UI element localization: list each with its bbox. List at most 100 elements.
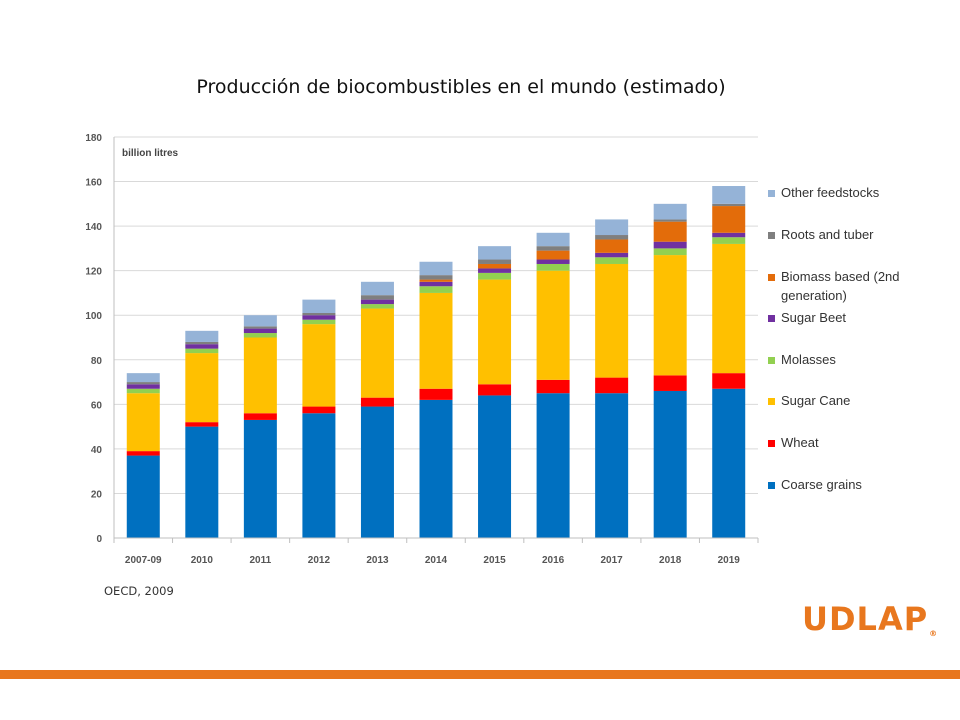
bar-segment: [126, 393, 160, 452]
bar-segment: [478, 259, 512, 264]
x-tick-label: 2019: [718, 555, 741, 566]
bar-segment: [653, 219, 687, 222]
logo-text: UDLAP: [802, 600, 929, 638]
bar-segment: [712, 203, 746, 207]
bar-segment: [243, 419, 277, 538]
legend-label: Biomass based (2nd generation): [781, 269, 900, 303]
bottom-accent-bar: [0, 670, 960, 679]
legend-swatch: [768, 315, 775, 322]
bar-segment: [712, 206, 746, 233]
bar-segment: [536, 379, 570, 394]
bar-segment: [653, 221, 687, 242]
bar-segment: [185, 330, 219, 342]
bar-segment: [478, 279, 512, 385]
bar-segment: [302, 324, 336, 407]
udlap-logo: UDLAP®: [802, 600, 938, 638]
bar-segment: [302, 406, 336, 414]
bar-segment: [302, 315, 336, 320]
y-tick-label: 40: [91, 445, 103, 456]
bar-segment: [243, 328, 277, 334]
legend-swatch: [768, 482, 775, 489]
bar-segment: [360, 295, 394, 300]
y-tick-label: 140: [85, 222, 102, 233]
legend-swatch: [768, 232, 775, 239]
bar-segment: [126, 384, 160, 389]
legend-swatch: [768, 274, 775, 281]
bar-segment: [302, 319, 336, 325]
legend-swatch: [768, 357, 775, 364]
bar-segment: [243, 337, 277, 414]
bar-segment: [595, 377, 629, 394]
y-tick-label: 80: [91, 356, 103, 367]
bars-layer: [126, 186, 746, 538]
bar-segment: [185, 353, 219, 423]
legend-label: Wheat: [781, 435, 819, 450]
bar-segment: [185, 348, 219, 354]
bar-segment: [126, 451, 160, 456]
bar-segment: [302, 299, 336, 313]
y-tick-label: 20: [91, 489, 103, 500]
legend-label: Molasses: [781, 352, 836, 367]
bar-segment: [712, 232, 746, 238]
bar-segment: [243, 326, 277, 329]
bar-segment: [478, 268, 512, 273]
bar-segment: [712, 186, 746, 204]
bar-segment: [419, 292, 453, 389]
bar-segment: [712, 373, 746, 389]
bar-segment: [243, 413, 277, 420]
bar-segment: [595, 239, 629, 253]
bar-segment: [419, 275, 453, 280]
y-tick-label: 160: [85, 178, 102, 189]
bar-segment: [478, 395, 512, 538]
bar-segment: [595, 257, 629, 264]
bar-segment: [419, 261, 453, 276]
bar-segment: [478, 272, 512, 280]
bar-segment: [185, 426, 219, 538]
bar-segment: [243, 333, 277, 338]
legend-layer: Other feedstocks Roots and tuber Biomass b…: [768, 185, 900, 492]
y-tick-label: 100: [85, 311, 102, 322]
bar-segment: [712, 243, 746, 374]
legend-label: Other feedstocks: [781, 185, 880, 200]
bar-segment: [126, 373, 160, 383]
x-tick-label: 2018: [659, 555, 682, 566]
bar-segment: [126, 388, 160, 394]
x-tick-label: 2016: [542, 555, 565, 566]
legend-label: Roots and tuber: [781, 227, 874, 242]
x-tick-label: 2013: [366, 555, 389, 566]
bar-segment: [419, 279, 453, 282]
y-tick-label: 120: [85, 267, 102, 278]
bar-segment: [185, 422, 219, 427]
legend-swatch: [768, 398, 775, 405]
y-tick-label: 0: [96, 534, 102, 545]
bar-segment: [712, 237, 746, 244]
bar-segment: [653, 255, 687, 376]
x-tick-label: 2011: [250, 555, 272, 566]
legend-label: Coarse grains: [781, 477, 862, 492]
bar-segment: [360, 299, 394, 305]
bar-segment: [478, 263, 512, 269]
bar-segment: [712, 388, 746, 538]
bar-segment: [360, 397, 394, 407]
bar-segment: [360, 406, 394, 538]
bar-segment: [243, 315, 277, 327]
bar-segment: [185, 341, 219, 345]
bar-segment: [653, 241, 687, 249]
bar-segment: [536, 270, 570, 380]
bar-segment: [595, 252, 629, 258]
x-tick-label: 2010: [191, 555, 214, 566]
slide-title: Producción de biocombustibles en el mund…: [196, 76, 726, 98]
bar-segment: [653, 203, 687, 220]
bar-segment: [595, 235, 629, 240]
bar-segment: [126, 382, 160, 385]
bar-segment: [536, 259, 570, 264]
axis-layer: 0 20 40 60 80 100 120 140 160 180 2007-09 2010 2011 2…: [85, 133, 759, 566]
bar-segment: [478, 384, 512, 396]
bar-segment: [536, 250, 570, 260]
bar-segment: [536, 232, 570, 247]
bar-segment: [595, 263, 629, 378]
y-tick-label: 180: [85, 133, 102, 144]
bar-segment: [536, 246, 570, 251]
legend-label: Sugar Cane: [781, 393, 850, 408]
